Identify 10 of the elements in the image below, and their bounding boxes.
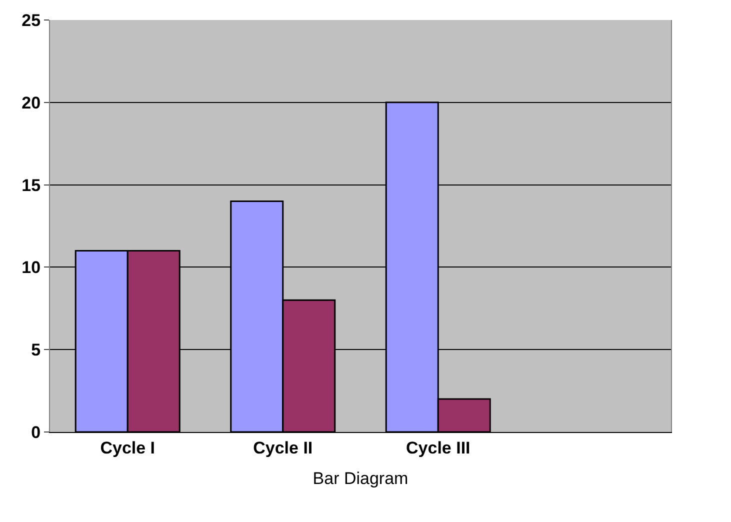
y-tick-label: 0 — [31, 422, 41, 442]
x-tick-label: Cycle I — [100, 438, 156, 458]
y-tick-label: 5 — [31, 340, 41, 360]
y-tick-label: 25 — [22, 10, 41, 30]
x-axis-title: Bar Diagram — [312, 468, 408, 488]
x-tick-label: Cycle III — [406, 438, 470, 458]
y-tick-label: 20 — [22, 93, 41, 112]
y-tick-label: 10 — [22, 258, 41, 278]
y-tick-label: 15 — [22, 176, 41, 195]
x-tick-label: Cycle II — [253, 438, 313, 458]
